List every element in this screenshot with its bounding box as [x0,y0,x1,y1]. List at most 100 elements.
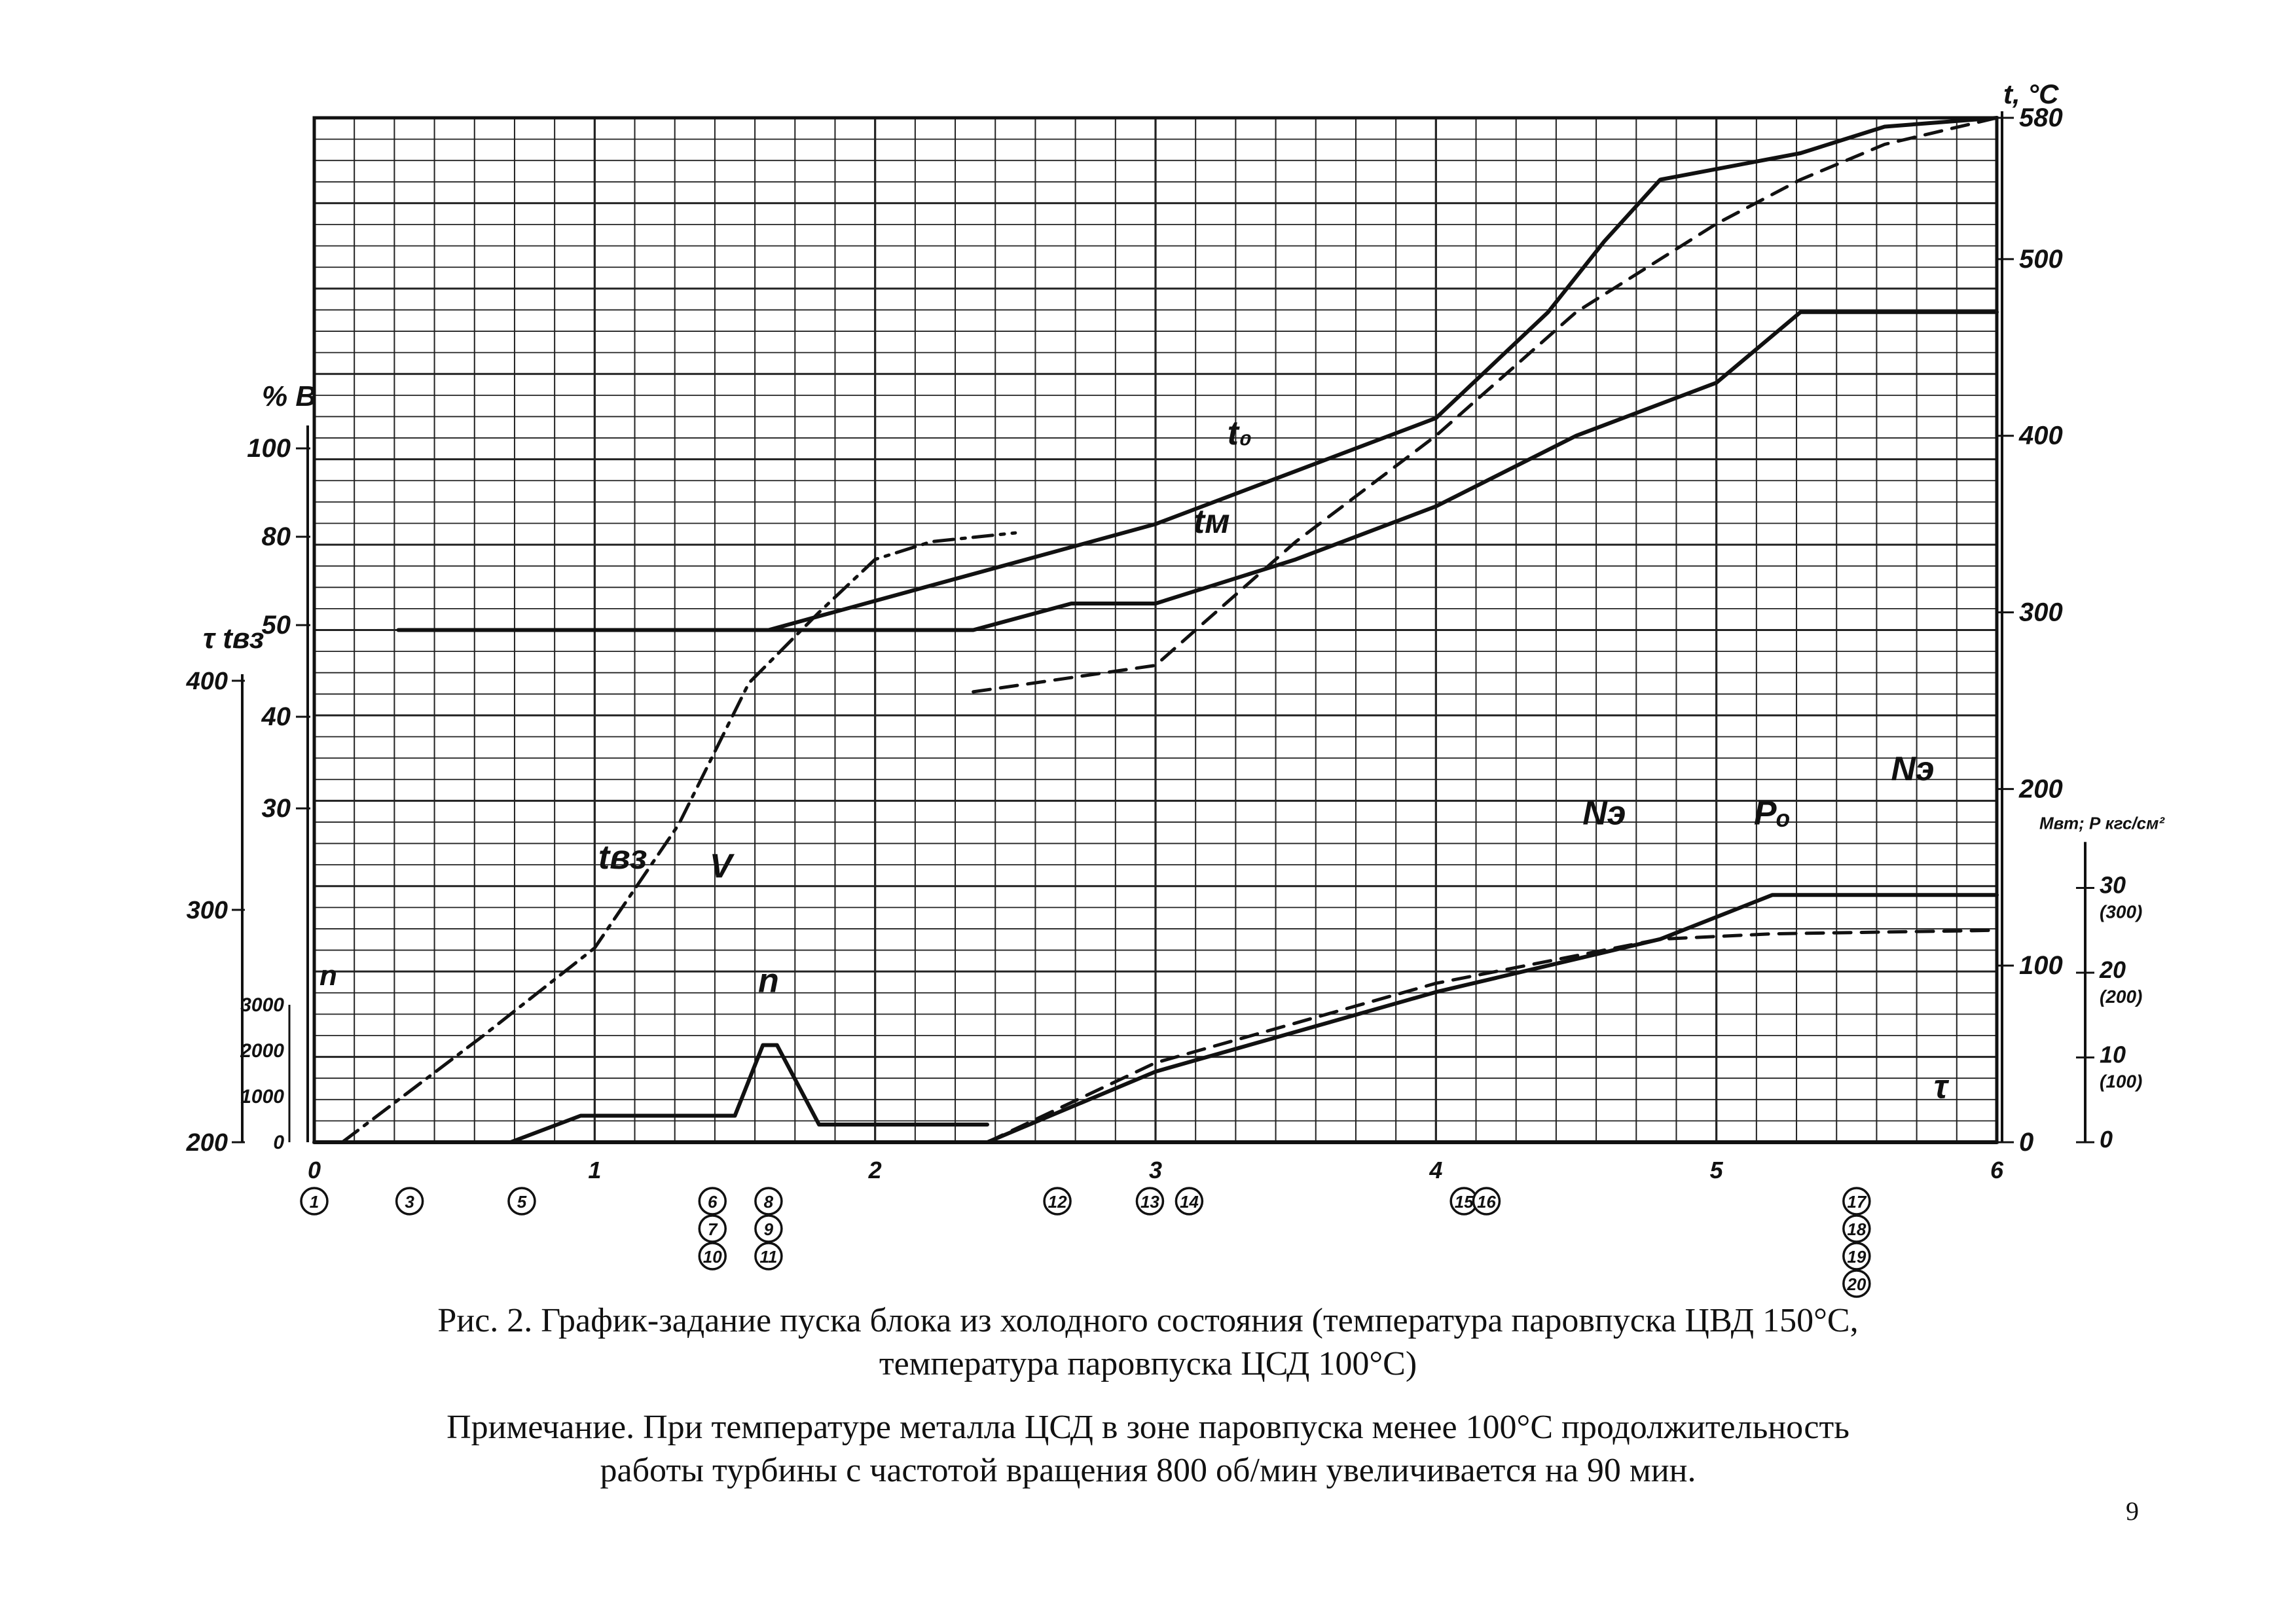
x-axis-tick-label: 2 [868,1157,882,1183]
event-marker-label: 15 [1455,1192,1474,1212]
tau-axis-title: τ tвз [203,623,264,655]
power-axis-tick-label: 30 [2100,871,2126,898]
event-marker-label: 11 [759,1247,777,1267]
event-marker-label: 10 [703,1247,722,1267]
series-line [508,1043,989,1144]
power-axis-tick-label: 10 [2100,1041,2126,1068]
series-line [396,310,1999,632]
caption-line-1: Рис. 2. График-задание пуска блока из хо… [437,1302,1859,1339]
event-marker-label: 16 [1477,1192,1496,1212]
speed-axis-tick-label: 0 [273,1132,284,1153]
series-label: V [710,847,735,885]
percent-axis-tick-label: 100 [247,434,291,463]
event-marker-label: 7 [708,1219,718,1239]
power-axis-tick-sublabel: (100) [2100,1071,2142,1091]
event-marker-circle [395,1187,424,1216]
right-axis-tick-label: 0 [2019,1128,2033,1157]
series-line [985,928,1999,1144]
x-axis-tick-label: 0 [308,1157,321,1183]
event-marker-circle [754,1242,783,1271]
right-axis-tick-label: 580 [2019,103,2063,132]
series-label: t₀ [1228,414,1252,452]
power-axis-tick-sublabel: (300) [2100,901,2142,922]
series-label: Nэ [1582,794,1626,832]
event-marker-label: 6 [708,1192,718,1212]
right-axis-title: t, °C [2003,79,2059,109]
event-marker-label: 12 [1048,1192,1067,1212]
event-marker-circle [754,1214,783,1243]
percent-axis-title: % В [262,380,316,412]
right-axis-tick-label: 400 [2018,422,2063,450]
event-marker-circle [1842,1242,1871,1271]
note-line-2: работы турбины с частотой вращения 800 о… [600,1452,1696,1489]
event-marker-label: 1 [310,1192,319,1212]
tau-axis-tick-label: 200 [186,1129,228,1157]
event-marker-label: 17 [1847,1192,1867,1212]
power-axis-tick-label: 0 [2100,1126,2113,1153]
event-marker-circle [1135,1187,1165,1216]
caption-line-2: температура паровпуска ЦСД 100°С) [879,1345,1417,1382]
right-axis-tick-label: 300 [2019,598,2063,627]
event-marker-label: 19 [1847,1247,1866,1267]
x-axis-tick-label: 4 [1429,1157,1442,1183]
percent-axis-tick-label: 50 [262,611,291,640]
right-axis-tick-label: 200 [2018,774,2063,803]
series-label: tм [1194,503,1230,541]
event-marker-label: 5 [517,1192,527,1212]
series-line [766,116,1999,632]
event-marker-circle [698,1242,727,1271]
speed-axis-tick-label: 3000 [240,994,284,1016]
event-marker-label: 9 [764,1219,774,1239]
event-marker-label: 3 [405,1192,414,1212]
event-marker-label: 14 [1180,1192,1199,1212]
series-label: n [758,962,779,1000]
percent-axis-tick-label: 30 [262,794,291,823]
tau-axis-tick-label: 400 [186,668,228,695]
x-axis-tick-label: 6 [1990,1157,2004,1183]
event-marker-circle [698,1187,727,1216]
x-axis-tick-label: 1 [588,1157,601,1183]
event-marker-label: 20 [1846,1274,1866,1294]
series-label: Pₒ [1754,794,1791,832]
chart-series [312,116,1999,1144]
series-line [340,531,1017,1144]
event-marker-circle [754,1187,783,1216]
event-marker-circle [1842,1269,1871,1298]
tau-axis-tick-label: 300 [187,897,228,924]
percent-axis-tick-label: 40 [261,702,291,731]
event-marker-circle [1175,1187,1204,1216]
event-marker-label: 13 [1140,1192,1159,1212]
event-marker-circle [300,1187,329,1216]
speed-axis-title: n [319,960,337,992]
power-axis-tick-sublabel: (200) [2100,986,2142,1007]
event-marker-circle [1842,1187,1871,1216]
note-line-1: Примечание. При температуре металла ЦСД … [446,1409,1850,1446]
page-number: 9 [2126,1496,2139,1526]
speed-axis-tick-label: 1000 [240,1086,284,1108]
figure-caption: Рис. 2. График-задание пуска блока из хо… [0,1299,2296,1386]
power-axis-title: Мвт; Р кгс/см² [2039,813,2165,833]
speed-axis-tick-label: 2000 [240,1040,284,1062]
right-axis-tick-label: 100 [2019,951,2063,980]
chart-labels: t₀ tм tвз Vn Nэ Nэ Pₒ τ [598,414,1950,1106]
series-label: τ [1934,1068,1950,1106]
event-marker-label: 18 [1847,1219,1866,1239]
power-axis-tick-label: 20 [2099,956,2126,983]
series-line [985,893,1999,1144]
right-axis-tick-label: 500 [2019,245,2063,274]
x-axis-tick-label: 5 [1710,1157,1724,1183]
figure-note: Примечание. При температуре металла ЦСД … [0,1406,2296,1492]
series-label: tвз [598,839,647,876]
event-marker-circle [698,1214,727,1243]
event-marker-circle [1043,1187,1072,1216]
series-line [972,116,1999,694]
event-marker-circle [1842,1214,1871,1243]
x-axis-tick-label: 3 [1149,1157,1162,1183]
series-label: Nэ [1891,750,1934,788]
event-marker-circle [507,1187,536,1216]
percent-axis-tick-label: 80 [262,522,291,551]
event-marker-label: 8 [764,1192,774,1212]
